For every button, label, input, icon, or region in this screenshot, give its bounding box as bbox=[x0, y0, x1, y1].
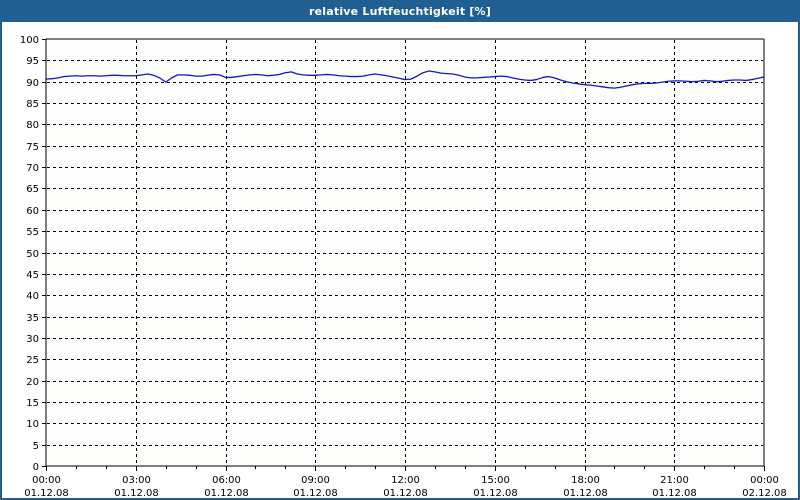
window-title-bar: relative Luftfeuchtigkeit [%] bbox=[2, 2, 798, 22]
y-tick-label: 40 bbox=[26, 291, 39, 302]
x-tick-time-label: 09:00 bbox=[301, 475, 330, 486]
y-tick-label: 0 bbox=[33, 462, 39, 473]
y-axis-labels: 0 5 10 15 20 25 30 35 40 45 50 55 60 65 70 75 80 85 90 95 10… bbox=[20, 35, 39, 473]
y-tick-label: 95 bbox=[26, 56, 39, 67]
y-tick-label: 100 bbox=[20, 35, 39, 46]
y-tick-label: 50 bbox=[26, 249, 39, 260]
data-series-group bbox=[45, 70, 765, 89]
y-tick-label: 35 bbox=[26, 313, 39, 324]
y-tick-label: 45 bbox=[26, 270, 39, 281]
x-tick-date-label: 01.12.08 bbox=[652, 488, 697, 498]
x-tick-date-label: 01.12.08 bbox=[293, 488, 338, 498]
x-tick-date-label: 01.12.08 bbox=[204, 488, 249, 498]
x-tick-date-label: 01.12.08 bbox=[383, 488, 428, 498]
y-tick-label: 65 bbox=[26, 184, 39, 195]
y-tick-label: 80 bbox=[26, 120, 39, 131]
x-tick-time-label: 00:00 bbox=[750, 475, 779, 486]
series-line-humidity bbox=[45, 70, 765, 89]
x-axis-labels: 00:00 01.12.08 03:00 01.12.08 06:00 01.12.08 0… bbox=[24, 475, 787, 498]
x-tick-time-label: 06:00 bbox=[212, 475, 241, 486]
x-tick-time-label: 00:00 bbox=[32, 475, 61, 486]
y-tick-label: 10 bbox=[26, 419, 39, 430]
x-tick-date-label: 01.12.08 bbox=[473, 488, 518, 498]
y-tick-label: 75 bbox=[26, 142, 39, 153]
y-tick-label: 60 bbox=[26, 206, 39, 217]
horizontal-gridlines bbox=[47, 60, 763, 446]
y-tick-label: 55 bbox=[26, 227, 39, 238]
x-tick-time-label: 03:00 bbox=[122, 475, 151, 486]
y-tick-label: 90 bbox=[26, 78, 39, 89]
x-tick-date-label: 02.12.08 bbox=[742, 488, 787, 498]
x-tick-date-label: 01.12.08 bbox=[24, 488, 69, 498]
y-tick-label: 5 bbox=[33, 441, 39, 452]
y-tick-label: 20 bbox=[26, 377, 39, 388]
x-tick-time-label: 21:00 bbox=[660, 475, 689, 486]
y-tick-label: 25 bbox=[26, 355, 39, 366]
x-tick-date-label: 01.12.08 bbox=[114, 488, 159, 498]
chart-plot-area: 0 5 10 15 20 25 30 35 40 45 50 55 60 65 70 75 80 85 90 95 10… bbox=[2, 22, 798, 498]
y-axis-ticks bbox=[42, 39, 46, 467]
x-tick-time-label: 15:00 bbox=[481, 475, 510, 486]
vertical-gridlines bbox=[136, 40, 675, 465]
y-tick-label: 30 bbox=[26, 334, 39, 345]
x-axis-ticks bbox=[46, 466, 765, 471]
x-tick-time-label: 18:00 bbox=[571, 475, 600, 486]
y-tick-label: 70 bbox=[26, 163, 39, 174]
humidity-line-chart: 0 5 10 15 20 25 30 35 40 45 50 55 60 65 70 75 80 85 90 95 10… bbox=[20, 35, 787, 498]
x-tick-date-label: 01.12.08 bbox=[563, 488, 608, 498]
y-tick-label: 85 bbox=[26, 99, 39, 110]
x-tick-time-label: 12:00 bbox=[391, 475, 420, 486]
y-tick-label: 15 bbox=[26, 398, 39, 409]
